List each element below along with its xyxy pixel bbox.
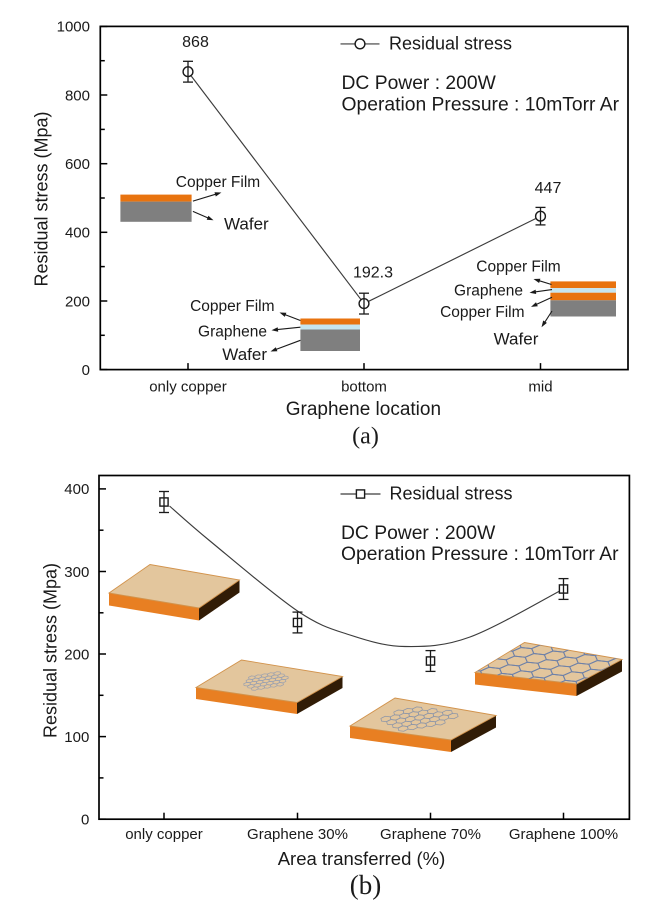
svg-text:Graphene 100%: Graphene 100%: [509, 826, 618, 843]
svg-text:Operation Pressure : 10mTorr A: Operation Pressure : 10mTorr Ar: [341, 544, 619, 565]
svg-text:Area transferred (%): Area transferred (%): [278, 848, 446, 869]
svg-text:Graphene: Graphene: [198, 323, 267, 340]
svg-text:600: 600: [65, 156, 90, 173]
svg-text:Copper Film: Copper Film: [476, 258, 560, 275]
svg-text:DC Power : 200W: DC Power : 200W: [341, 523, 496, 544]
svg-text:Copper Film: Copper Film: [176, 174, 260, 191]
svg-text:868: 868: [182, 34, 209, 51]
svg-text:Wafer: Wafer: [222, 345, 267, 364]
svg-text:Residual stress (Mpa): Residual stress (Mpa): [31, 111, 51, 286]
svg-text:400: 400: [65, 225, 90, 242]
svg-text:Residual stress: Residual stress: [390, 484, 513, 504]
svg-text:Graphene location: Graphene location: [286, 399, 441, 420]
svg-text:100: 100: [64, 729, 89, 746]
svg-text:Wafer: Wafer: [224, 214, 269, 233]
svg-text:800: 800: [65, 87, 90, 104]
svg-text:Copper Film: Copper Film: [440, 304, 524, 321]
svg-text:(a): (a): [352, 424, 379, 450]
svg-text:(b): (b): [350, 870, 381, 900]
svg-text:Graphene 30%: Graphene 30%: [247, 826, 348, 843]
svg-text:447: 447: [535, 180, 562, 197]
svg-text:400: 400: [64, 481, 89, 498]
svg-text:Wafer: Wafer: [494, 330, 539, 349]
svg-text:mid: mid: [528, 379, 552, 396]
svg-text:0: 0: [82, 362, 90, 379]
svg-text:0: 0: [81, 812, 89, 829]
svg-text:Graphene 70%: Graphene 70%: [380, 826, 481, 843]
svg-text:200: 200: [65, 293, 90, 310]
svg-text:DC Power : 200W: DC Power : 200W: [342, 73, 497, 94]
svg-text:1000: 1000: [57, 19, 90, 36]
svg-text:only copper: only copper: [125, 826, 203, 843]
svg-text:200: 200: [64, 646, 89, 663]
svg-text:Operation Pressure : 10mTorr A: Operation Pressure : 10mTorr Ar: [342, 95, 620, 116]
svg-text:only copper: only copper: [149, 379, 227, 396]
svg-text:Residual stress (Mpa): Residual stress (Mpa): [41, 563, 61, 738]
svg-text:300: 300: [64, 564, 89, 581]
svg-text:Residual stress: Residual stress: [389, 34, 512, 54]
svg-text:192.3: 192.3: [353, 265, 393, 282]
svg-text:Graphene: Graphene: [454, 283, 523, 300]
svg-text:bottom: bottom: [341, 379, 387, 396]
svg-text:Copper Film: Copper Film: [190, 298, 274, 315]
